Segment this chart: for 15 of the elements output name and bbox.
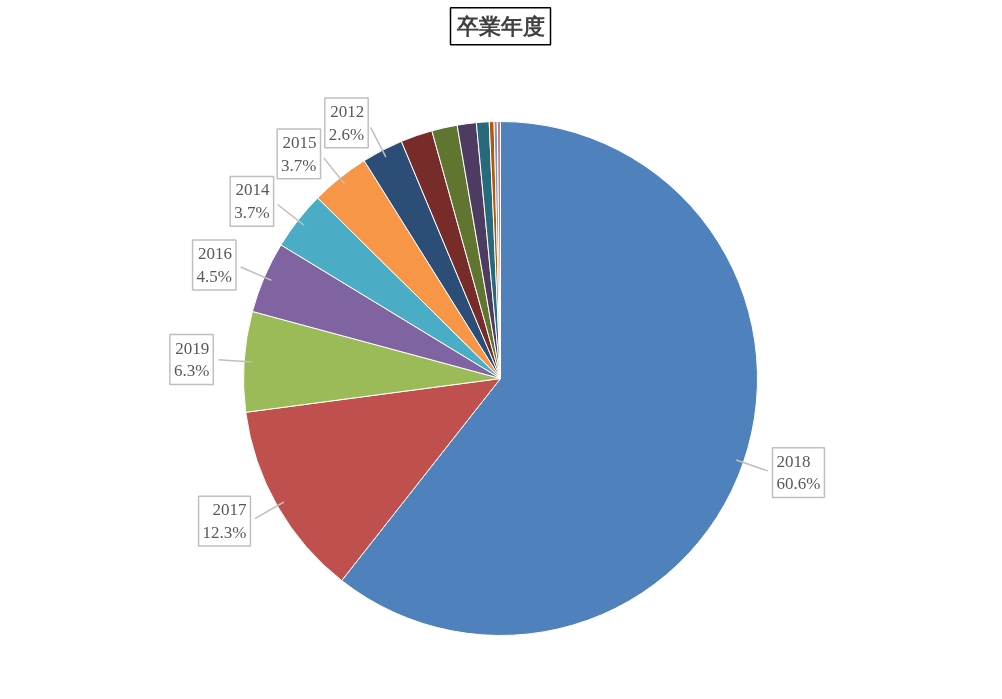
slice-label: 2019 [175, 338, 210, 358]
slice-label: 2016 [197, 244, 232, 264]
slice-label: 2012 [330, 101, 365, 121]
data-label: 4.5% [196, 266, 232, 286]
data-label: 12.3% [202, 523, 247, 543]
data-label: 60.6% [776, 474, 821, 494]
data-label: 3.7% [234, 203, 270, 223]
slice-label: 2015 [282, 132, 317, 152]
chart-title: 卒業年度 [455, 13, 545, 39]
data-label: 2.6% [328, 124, 365, 144]
slice-label: 2018 [776, 451, 811, 471]
data-label: 6.3% [173, 361, 210, 381]
slice-label: 2017 [212, 500, 247, 520]
data-label: 3.7% [281, 155, 317, 175]
slice-label: 2014 [235, 180, 271, 200]
